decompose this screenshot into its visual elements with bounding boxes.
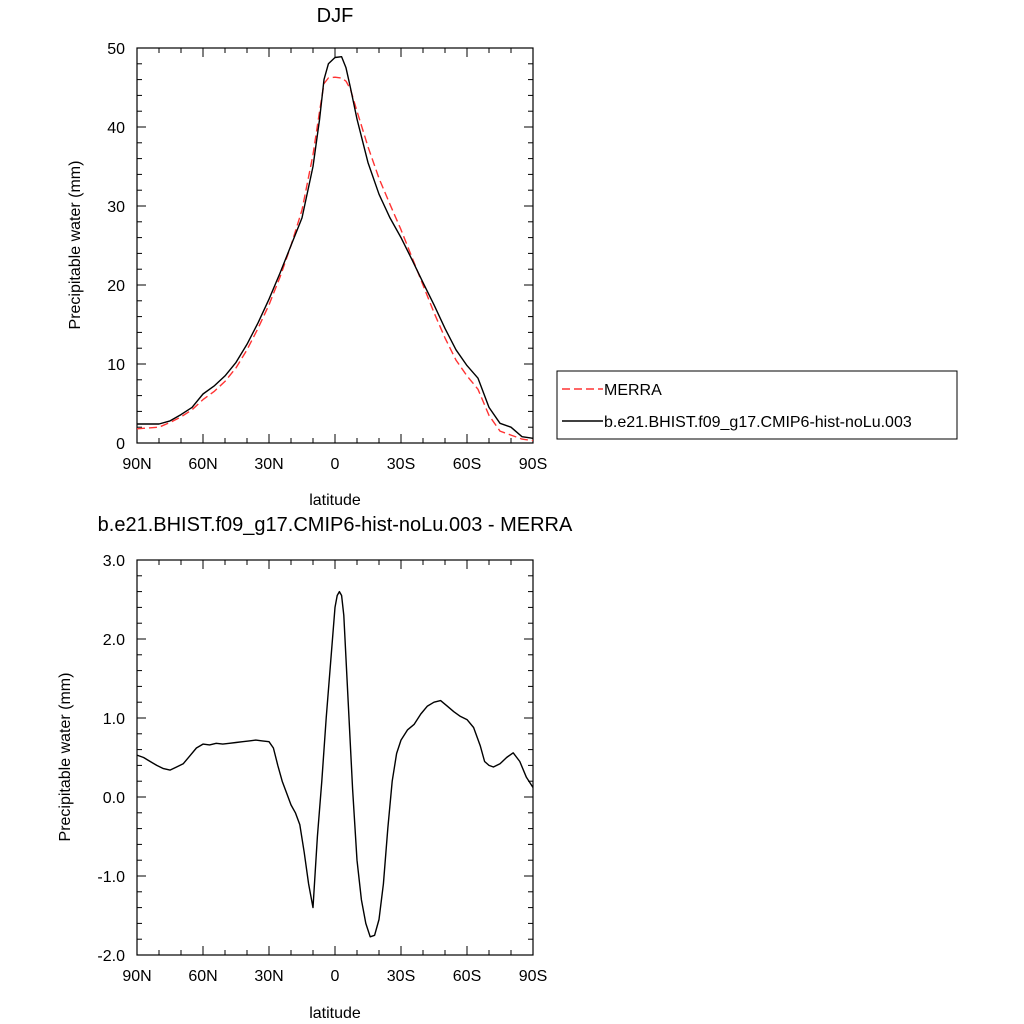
y-tick-label: 0 <box>116 436 125 453</box>
x-tick-label: 60N <box>188 968 217 985</box>
x-tick-label: 90N <box>122 456 151 473</box>
ticks <box>136 47 534 444</box>
chart-title: DJF <box>317 5 354 27</box>
y-tick-label: 3.0 <box>103 553 125 570</box>
y-axis-label: Precipitable water (mm) <box>57 673 74 842</box>
x-tick-label: 30N <box>254 968 283 985</box>
series-line <box>137 56 534 439</box>
x-axis-label: latitude <box>309 492 361 509</box>
series-lines <box>136 56 534 442</box>
y-axis-label: Precipitable water (mm) <box>67 161 84 330</box>
x-tick-label: 30N <box>254 456 283 473</box>
y-tick-labels: 0 10 20 30 40 50 <box>107 41 125 453</box>
y-tick-labels: -2.0 -1.0 0.0 1.0 2.0 3.0 <box>97 553 125 965</box>
x-tick-label: 0 <box>331 456 340 473</box>
zonal-mean-chart: DJF 90N 60N 30N 0 30S 60S 90S 0 10 20 30 40 50 lati… <box>67 5 958 509</box>
plot-frame <box>136 559 534 956</box>
y-tick-label: 0.0 <box>103 790 125 807</box>
series-line <box>136 76 534 442</box>
legend: MERRA b.e21.BHIST.f09_g17.CMIP6-hist-noL… <box>556 370 958 440</box>
series-line <box>136 590 534 938</box>
x-tick-label: 30S <box>387 456 415 473</box>
x-tick-labels: 90N 60N 30N 0 30S 60S 90S <box>122 456 547 473</box>
x-tick-label: 60S <box>453 456 481 473</box>
difference-chart: b.e21.BHIST.f09_g17.CMIP6-hist-noLu.003 … <box>57 514 573 1022</box>
x-tick-label: 90S <box>519 968 547 985</box>
ticks <box>136 559 534 956</box>
x-tick-label: 90N <box>122 968 151 985</box>
y-tick-label: 20 <box>107 278 125 295</box>
plot-area <box>136 47 534 444</box>
chart-title: b.e21.BHIST.f09_g17.CMIP6-hist-noLu.003 … <box>98 514 573 536</box>
legend-label-merra: MERRA <box>604 382 662 399</box>
x-tick-label: 60S <box>453 968 481 985</box>
y-tick-label: 2.0 <box>103 632 125 649</box>
x-tick-label: 90S <box>519 456 547 473</box>
series-lines <box>136 590 534 938</box>
y-tick-label: -1.0 <box>97 869 125 886</box>
x-tick-labels: 90N 60N 30N 0 30S 60S 90S <box>122 968 547 985</box>
x-axis-label: latitude <box>309 1005 361 1022</box>
legend-label-model: b.e21.BHIST.f09_g17.CMIP6-hist-noLu.003 <box>604 414 912 431</box>
y-tick-label: 1.0 <box>103 711 125 728</box>
y-tick-label: 30 <box>107 199 125 216</box>
plot-area <box>136 559 534 956</box>
x-tick-label: 0 <box>331 968 340 985</box>
y-tick-label: 40 <box>107 120 125 137</box>
plot-frame <box>136 47 534 444</box>
y-tick-label: -2.0 <box>97 948 125 965</box>
y-tick-label: 50 <box>107 41 125 58</box>
x-tick-label: 30S <box>387 968 415 985</box>
legend-box <box>556 370 958 440</box>
y-tick-label: 10 <box>107 357 125 374</box>
x-tick-label: 60N <box>188 456 217 473</box>
